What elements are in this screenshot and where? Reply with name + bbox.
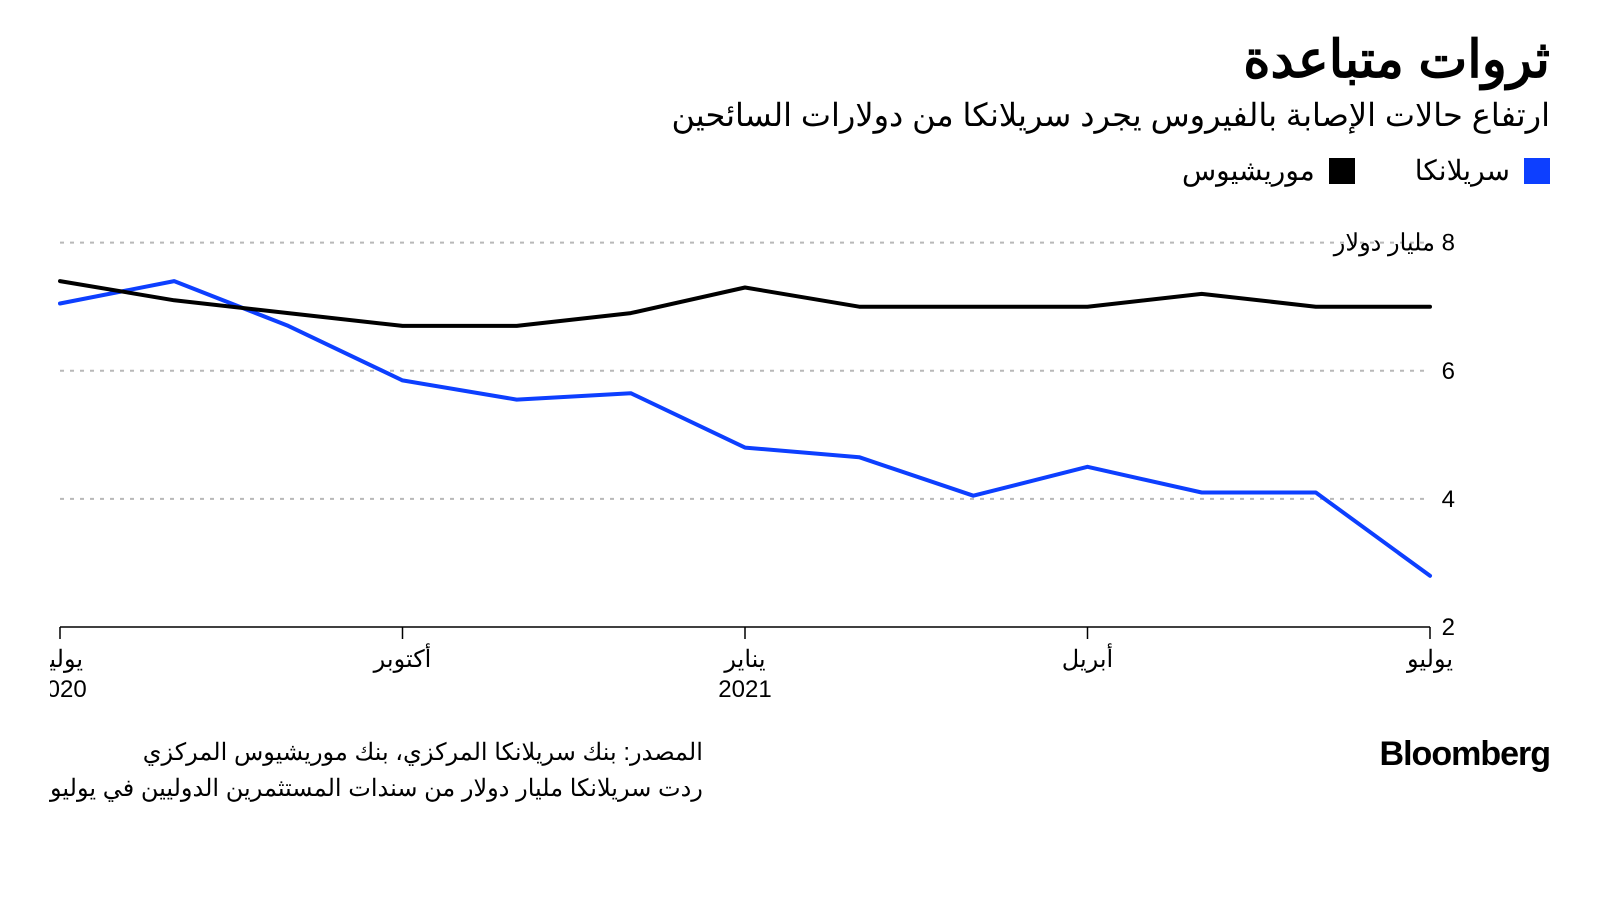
chart-footer: المصدر: بنك سريلانكا المركزي، بنك موريشي…: [50, 735, 1550, 807]
svg-text:أكتوبر: أكتوبر: [373, 642, 432, 673]
legend-swatch-sri-lanka: [1524, 158, 1550, 184]
legend-item-mauritius: موريشيوس: [1182, 154, 1355, 187]
legend-label-mauritius: موريشيوس: [1182, 154, 1315, 187]
chart-title: ثروات متباعدة: [50, 30, 1550, 90]
svg-text:أبريل: أبريل: [1062, 642, 1113, 673]
svg-text:8 مليار دولار: 8 مليار دولار: [1333, 230, 1455, 257]
chart-card: ثروات متباعدة ارتفاع حالات الإصابة بالفي…: [0, 0, 1600, 900]
svg-text:يناير: يناير: [723, 646, 765, 673]
svg-text:2021: 2021: [718, 676, 771, 703]
source-line-2: ردت سريلانكا مليار دولار من سندات المستث…: [50, 771, 703, 807]
svg-text:يوليو: يوليو: [1406, 646, 1453, 673]
chart-legend: سريلانكا موريشيوس: [50, 154, 1550, 187]
svg-text:6: 6: [1442, 358, 1455, 385]
source-text: المصدر: بنك سريلانكا المركزي، بنك موريشي…: [50, 735, 703, 807]
source-line-1: المصدر: بنك سريلانكا المركزي، بنك موريشي…: [50, 735, 703, 771]
svg-text:2: 2: [1442, 614, 1455, 641]
brand-logo: Bloomberg: [1380, 735, 1550, 774]
svg-text:2020: 2020: [50, 676, 87, 703]
legend-item-sri-lanka: سريلانكا: [1415, 154, 1550, 187]
svg-text:يوليو: يوليو: [50, 646, 83, 673]
chart-subtitle: ارتفاع حالات الإصابة بالفيروس يجرد سريلا…: [50, 96, 1550, 134]
chart-svg: 8 مليار دولار 6 4 2 يوليو 2020 أكتوبر يناير 2021…: [50, 197, 1550, 717]
legend-label-sri-lanka: سريلانكا: [1415, 154, 1510, 187]
legend-swatch-mauritius: [1329, 158, 1355, 184]
chart-plot: 8 مليار دولار 6 4 2 يوليو 2020 أكتوبر يناير 2021…: [50, 197, 1550, 717]
svg-text:4: 4: [1442, 486, 1455, 513]
